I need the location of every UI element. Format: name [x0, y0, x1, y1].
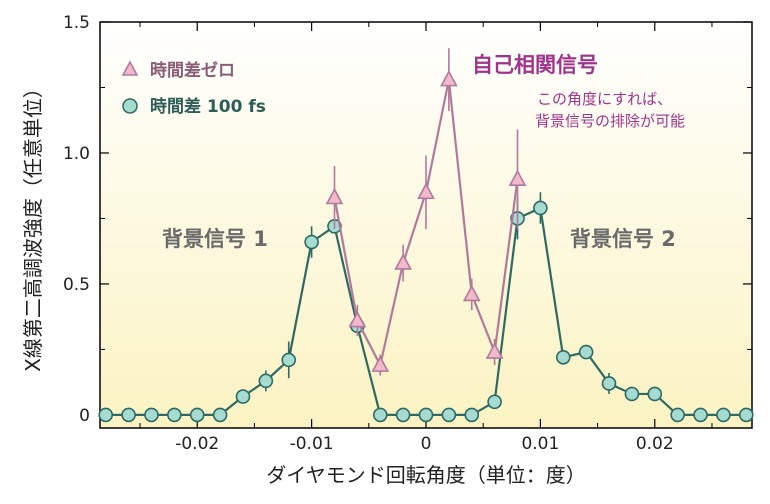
y-tick-label: 1.5 [63, 13, 90, 33]
x-tick-label: -0.02 [175, 434, 219, 454]
data-point [508, 169, 527, 186]
series-zero-delay [325, 48, 527, 376]
data-point [417, 182, 435, 200]
x-tick-label: -0.01 [290, 434, 334, 454]
series-100fs [98, 192, 754, 423]
data-point [304, 234, 319, 250]
data-point [235, 389, 251, 404]
x-tick-label: 0 [421, 434, 432, 454]
legend-label-zero: 時間差ゼロ [150, 60, 235, 81]
y-tick-label: 0 [79, 406, 90, 426]
data-point [121, 407, 136, 423]
data-point [533, 200, 548, 216]
data-point [601, 376, 617, 391]
annotation-background2: 背景信号 2 [570, 227, 676, 251]
y-tick-label: 0.5 [63, 275, 90, 295]
data-point [144, 407, 159, 423]
data-point [670, 407, 685, 423]
data-point [189, 407, 205, 423]
data-point [98, 407, 114, 423]
data-point [395, 407, 411, 423]
data-point [462, 284, 481, 302]
x-tick-label: 0.01 [521, 434, 559, 454]
data-point [394, 253, 412, 270]
data-point [555, 349, 571, 365]
data-point [372, 407, 388, 423]
data-point [167, 407, 182, 423]
data-point [487, 394, 502, 410]
annotation-background1: 背景信号 1 [162, 227, 268, 251]
x-axis-label: ダイヤモンド回転角度（単位：度） [266, 463, 585, 487]
data-point [418, 407, 434, 423]
data-point [371, 355, 390, 372]
data-point [441, 407, 457, 423]
y-axis-label: X線第二高調波強度（任意単位） [21, 78, 45, 372]
data-point [325, 187, 344, 205]
legend-triangle-marker [121, 60, 139, 76]
annotation-autocorrelation: 自己相関信号 [472, 53, 598, 77]
data-point [693, 407, 708, 423]
data-point [348, 310, 367, 328]
annotation-note-line2: 背景信号の排除が可能 [535, 112, 685, 130]
data-point [485, 342, 504, 359]
legend: 時間差ゼロ 時間差 100 fs [121, 60, 266, 117]
legend-label-100fs: 時間差 100 fs [150, 96, 266, 117]
series-layer [98, 48, 754, 423]
data-point [738, 407, 754, 423]
data-point [440, 69, 458, 87]
y-tick-label: 1.0 [63, 144, 90, 164]
x-tick-label: 0.02 [636, 434, 674, 454]
data-point [624, 386, 640, 402]
annotation-note-line1: この角度にすれば、 [537, 90, 672, 108]
legend-circle-marker [122, 98, 138, 114]
data-point [281, 352, 297, 368]
data-point [647, 386, 663, 402]
data-point [464, 407, 480, 423]
data-point [578, 344, 594, 360]
data-point [212, 407, 228, 423]
data-point [716, 407, 731, 423]
data-point [258, 373, 274, 389]
